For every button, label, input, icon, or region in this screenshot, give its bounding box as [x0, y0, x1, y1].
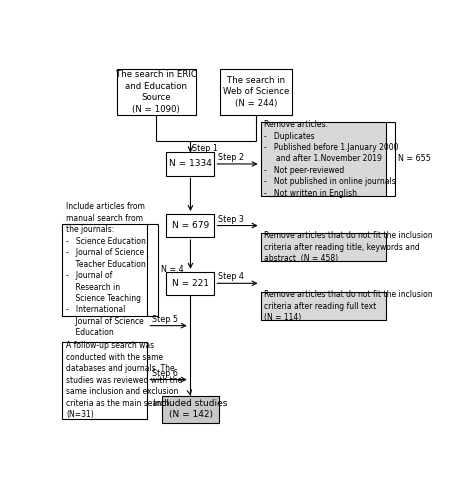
Text: Step 1: Step 1: [192, 144, 218, 153]
FancyBboxPatch shape: [260, 292, 386, 320]
Text: The search in
Web of Science
(N = 244): The search in Web of Science (N = 244): [223, 76, 289, 108]
FancyBboxPatch shape: [62, 224, 147, 316]
Text: A follow-up search was
conducted with the same
databases and journals. The
studi: A follow-up search was conducted with th…: [66, 342, 182, 419]
Text: Step 6: Step 6: [152, 368, 178, 378]
Text: Remove articles:
-   Duplicates
-   Published before 1.January 2000
     and aft: Remove articles: - Duplicates - Publishe…: [264, 120, 399, 198]
Text: N = 4: N = 4: [161, 266, 184, 274]
Text: Included studies
(N = 142): Included studies (N = 142): [153, 399, 228, 419]
FancyBboxPatch shape: [260, 122, 386, 196]
Text: Step 3: Step 3: [218, 214, 244, 224]
FancyBboxPatch shape: [162, 396, 219, 422]
Text: Step 5: Step 5: [152, 314, 178, 324]
FancyBboxPatch shape: [220, 69, 292, 114]
FancyBboxPatch shape: [167, 152, 214, 176]
Text: The search in ERIC
and Education
Source
(N = 1090): The search in ERIC and Education Source …: [116, 70, 197, 114]
FancyBboxPatch shape: [62, 342, 147, 419]
FancyBboxPatch shape: [117, 69, 196, 114]
Text: N = 679: N = 679: [172, 221, 209, 230]
Text: Include articles from
manual search from
the journals:
-   Science Education
-  : Include articles from manual search from…: [66, 202, 146, 338]
Text: Remove articles that do not fit the inclusion
criteria after reading title, keyw: Remove articles that do not fit the incl…: [264, 231, 433, 263]
Text: Step 2: Step 2: [218, 153, 244, 162]
FancyBboxPatch shape: [167, 272, 214, 295]
FancyBboxPatch shape: [167, 214, 214, 237]
FancyBboxPatch shape: [260, 234, 386, 261]
Text: Step 4: Step 4: [218, 272, 244, 281]
Text: Remove articles that do not fit the inclusion
criteria after reading full text
(: Remove articles that do not fit the incl…: [264, 290, 433, 322]
Text: N = 1334: N = 1334: [169, 160, 212, 168]
Text: N = 221: N = 221: [172, 279, 209, 288]
Text: N = 655: N = 655: [398, 154, 431, 164]
